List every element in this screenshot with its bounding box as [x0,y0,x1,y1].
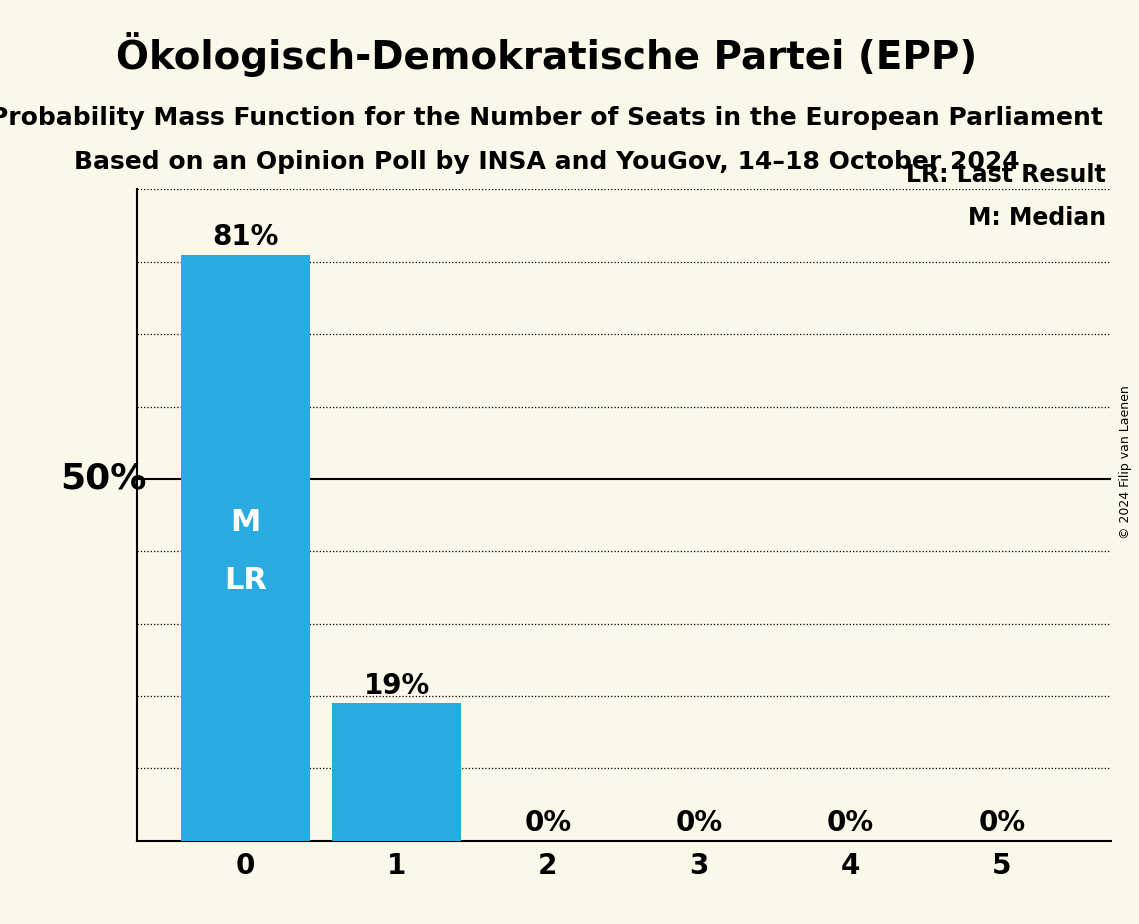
Text: M: Median: M: Median [967,206,1106,230]
Text: Probability Mass Function for the Number of Seats in the European Parliament: Probability Mass Function for the Number… [0,106,1104,130]
Bar [181,254,310,841]
Text: 0%: 0% [524,809,572,837]
Text: Based on an Opinion Poll by INSA and YouGov, 14–18 October 2024: Based on an Opinion Poll by INSA and You… [74,150,1019,174]
Text: 0%: 0% [675,809,723,837]
Text: 19%: 19% [363,672,429,699]
Text: LR: Last Result: LR: Last Result [906,164,1106,188]
Text: Ökologisch-Demokratische Partei (EPP): Ökologisch-Demokratische Partei (EPP) [116,32,977,78]
Text: 0%: 0% [827,809,874,837]
Text: 0%: 0% [978,809,1025,837]
Text: © 2024 Filip van Laenen: © 2024 Filip van Laenen [1118,385,1132,539]
Text: 81%: 81% [212,223,278,251]
Bar [333,703,461,841]
Text: 50%: 50% [60,462,147,496]
Text: LR: LR [224,565,267,595]
Text: M: M [230,508,261,537]
